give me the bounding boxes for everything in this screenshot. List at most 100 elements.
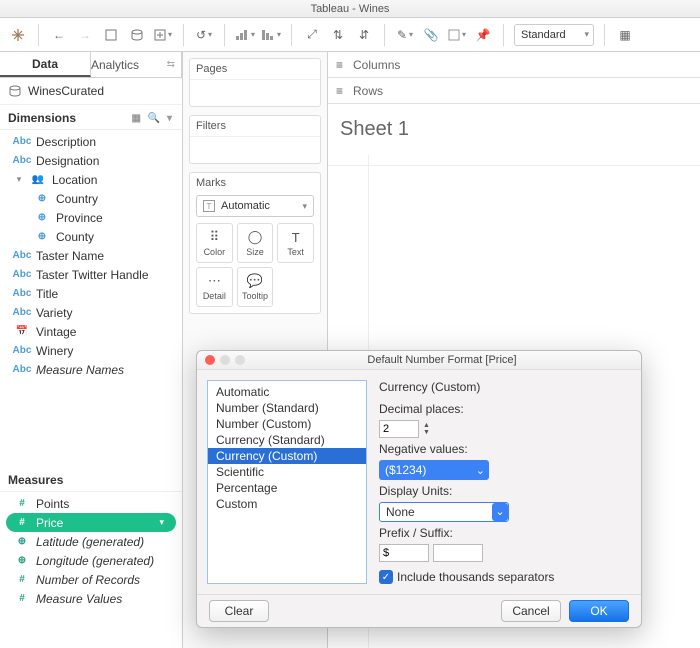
format-option[interactable]: Number (Custom) — [208, 416, 366, 432]
measure-field[interactable]: ⊕Latitude (generated) — [0, 532, 182, 551]
decimal-places-input[interactable] — [379, 420, 419, 438]
thousands-checkbox[interactable]: ✓ — [379, 570, 393, 584]
undo-dropdown-icon[interactable]: ↺ — [194, 25, 214, 45]
field-type-icon: ⊕ — [34, 212, 50, 223]
traffic-lights[interactable] — [205, 355, 245, 365]
decimal-label: Decimal places: — [379, 402, 631, 416]
filters-shelf[interactable]: Filters — [189, 115, 321, 164]
dimension-field[interactable]: AbcTaster Twitter Handle — [0, 265, 182, 284]
field-type-icon: 📅 — [14, 326, 30, 337]
rows-shelf[interactable]: ≡Rows — [328, 78, 700, 104]
display-units-select[interactable]: None — [379, 502, 509, 522]
format-option[interactable]: Automatic — [208, 384, 366, 400]
ok-button[interactable]: OK — [569, 600, 629, 622]
field-type-icon: Abc — [14, 307, 30, 318]
tab-data[interactable]: Data — [0, 52, 91, 77]
cancel-button[interactable]: Cancel — [501, 600, 561, 622]
field-type-icon: ⊕ — [14, 536, 30, 547]
format-heading: Currency (Custom) — [379, 380, 631, 394]
datasource-label: WinesCurated — [28, 84, 104, 98]
suffix-input[interactable] — [433, 544, 483, 562]
field-type-icon: # — [14, 517, 30, 528]
measure-field[interactable]: #Price — [6, 513, 176, 532]
clear-button[interactable]: Clear — [209, 600, 269, 622]
dimension-field[interactable]: AbcDescription — [0, 132, 182, 151]
dimension-field[interactable]: AbcVariety — [0, 303, 182, 322]
dimension-field[interactable]: ⊕Country — [0, 189, 182, 208]
pages-shelf[interactable]: Pages — [189, 58, 321, 107]
highlight-icon[interactable]: ✎ — [395, 25, 415, 45]
view-options-icon[interactable]: ▦ 🔍 ▾ — [132, 113, 174, 124]
sheet-title[interactable]: Sheet 1 — [328, 104, 700, 155]
color-icon: ⠿ — [210, 229, 220, 245]
format-option[interactable]: Percentage — [208, 480, 366, 496]
dimension-field[interactable]: AbcTaster Name — [0, 246, 182, 265]
back-icon[interactable]: ← — [49, 25, 69, 45]
dimension-field[interactable]: ▾👥Location — [0, 170, 182, 189]
save-icon[interactable] — [101, 25, 121, 45]
mark-card-tooltip[interactable]: 💬Tooltip — [237, 267, 274, 307]
mark-card-size[interactable]: ◯Size — [237, 223, 274, 263]
marks-card: Marks TAutomatic ⠿Color◯SizeTText⋯Detail… — [189, 172, 321, 314]
field-type-icon: # — [14, 593, 30, 604]
main-toolbar: ← → ↺ ⤢ ⇅ ⇵ ✎ 📎 📌 Standard ▦ — [0, 18, 700, 52]
fit-dropdown[interactable]: Standard — [514, 24, 594, 46]
mark-card-text[interactable]: TText — [277, 223, 314, 263]
prefix-input[interactable] — [379, 544, 429, 562]
field-type-icon: Abc — [14, 345, 30, 356]
field-type-icon: # — [14, 574, 30, 585]
format-option[interactable]: Currency (Standard) — [208, 432, 366, 448]
data-pane: Data Analytics⇆ WinesCurated Dimensions … — [0, 52, 183, 648]
sort-asc2-icon[interactable]: ⇵ — [354, 25, 374, 45]
measure-field[interactable]: #Number of Records — [0, 570, 182, 589]
dimension-field[interactable]: AbcMeasure Names — [0, 360, 182, 379]
marks-type-dropdown[interactable]: TAutomatic — [196, 195, 314, 217]
sort-desc-icon[interactable]: ⇅ — [328, 25, 348, 45]
new-datasource-icon[interactable] — [127, 25, 147, 45]
field-type-icon: 👥 — [30, 174, 46, 185]
dimension-field[interactable]: AbcDesignation — [0, 151, 182, 170]
format-option[interactable]: Currency (Custom) — [208, 448, 366, 464]
measure-field[interactable]: #Points — [0, 494, 182, 513]
tab-analytics[interactable]: Analytics⇆ — [91, 52, 182, 77]
affix-label: Prefix / Suffix: — [379, 526, 631, 540]
format-option[interactable]: Custom — [208, 496, 366, 512]
dimension-field[interactable]: AbcWinery — [0, 341, 182, 360]
attach-icon[interactable]: 📎 — [421, 25, 441, 45]
units-label: Display Units: — [379, 484, 631, 498]
presentation-icon[interactable]: ▦ — [615, 25, 635, 45]
mark-card-detail[interactable]: ⋯Detail — [196, 267, 233, 307]
field-type-icon: ⊕ — [14, 555, 30, 566]
sort-asc-icon[interactable] — [261, 25, 281, 45]
field-type-icon: Abc — [14, 288, 30, 299]
window-title: Tableau - Wines — [0, 0, 700, 18]
datasource-icon — [8, 84, 22, 98]
dimension-field[interactable]: AbcTitle — [0, 284, 182, 303]
swap-icon[interactable] — [235, 25, 255, 45]
rows-icon: ≡ — [336, 84, 343, 98]
measure-field[interactable]: #Measure Values — [0, 589, 182, 608]
tableau-logo-icon[interactable] — [8, 25, 28, 45]
format-option[interactable]: Scientific — [208, 464, 366, 480]
dimension-field[interactable]: ⊕County — [0, 227, 182, 246]
tooltip-icon: 💬 — [247, 273, 263, 289]
mark-card-color[interactable]: ⠿Color — [196, 223, 233, 263]
columns-icon: ≡ — [336, 58, 343, 72]
dimension-field[interactable]: ⊕Province — [0, 208, 182, 227]
close-icon[interactable] — [205, 355, 215, 365]
field-type-icon: Abc — [14, 155, 30, 166]
measure-field[interactable]: ⊕Longitude (generated) — [0, 551, 182, 570]
negative-values-select[interactable]: ($1234) — [379, 460, 489, 480]
totals-icon[interactable]: ⤢ — [302, 25, 322, 45]
format-list[interactable]: AutomaticNumber (Standard)Number (Custom… — [207, 380, 367, 584]
labels-icon[interactable] — [447, 25, 467, 45]
datasource-item[interactable]: WinesCurated — [0, 78, 182, 105]
decimal-stepper[interactable]: ▲▼ — [423, 422, 435, 436]
columns-shelf[interactable]: ≡Columns — [328, 52, 700, 78]
dimension-field[interactable]: 📅Vintage — [0, 322, 182, 341]
format-option[interactable]: Number (Standard) — [208, 400, 366, 416]
forward-icon[interactable]: → — [75, 25, 95, 45]
size-icon: ◯ — [248, 229, 263, 245]
pin-icon[interactable]: 📌 — [473, 25, 493, 45]
new-worksheet-icon[interactable] — [153, 25, 173, 45]
